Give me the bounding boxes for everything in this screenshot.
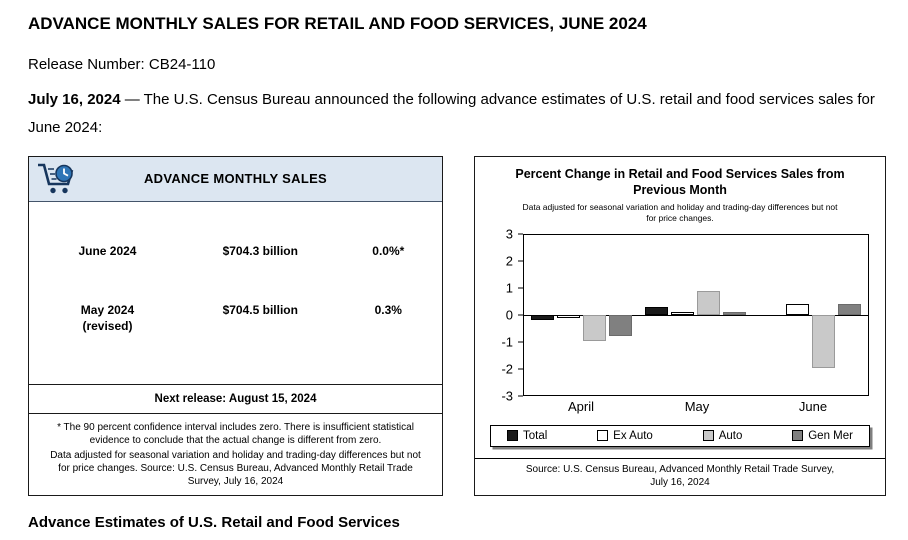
zero-axis-line (524, 314, 868, 316)
sales-row-may: May 2024 (revised) $704.5 billion 0.3% (29, 303, 442, 334)
bar-slot (838, 235, 862, 394)
x-axis-label-may: May (684, 398, 710, 414)
x-axis-labels: April May June (523, 396, 871, 414)
bar-group-may (639, 235, 754, 394)
y-axis-tick (518, 368, 523, 370)
x-axis-label-april: April (567, 398, 594, 414)
legend-label: Gen Mer (808, 429, 853, 442)
legend-swatch (702, 430, 714, 441)
bar-may-auto (697, 291, 721, 315)
bar-june-auto (812, 314, 836, 368)
period-label: May 2024 (revised) (80, 303, 135, 333)
percent-change-chart-card: Percent Change in Retail and Food Servic… (474, 155, 886, 496)
bar-may-gen-mer (723, 312, 747, 315)
chart-area: 3 2 1 0 -1 -2 -3 (487, 227, 871, 403)
y-axis-label: 0 (505, 307, 513, 323)
legend-item-auto: Auto (702, 429, 743, 442)
legend-item-ex-auto: Ex Auto (597, 430, 653, 442)
bar-may-ex-auto (671, 312, 695, 315)
y-axis-label: 3 (505, 226, 513, 242)
sales-value: $704.3 billion (222, 243, 298, 258)
chart-title: Percent Change in Retail and Food Servic… (515, 166, 845, 198)
content-row: ADVANCE MONTHLY SALES June 2024 $704.3 b… (28, 155, 886, 496)
y-axis-tick (518, 233, 523, 235)
bar-may-total (645, 306, 669, 315)
sales-card-footnote: * The 90 percent confidence interval inc… (29, 412, 442, 495)
bar-slot (671, 235, 695, 394)
intro-date: July 16, 2024 (28, 91, 121, 108)
bar-group-april (524, 235, 639, 394)
legend-swatch (597, 430, 609, 441)
page-title: ADVANCE MONTHLY SALES FOR RETAIL AND FOO… (28, 14, 647, 33)
y-axis-label: 1 (505, 280, 513, 296)
intro-paragraph: July 16, 2024 — The U.S. Census Bureau a… (28, 86, 883, 142)
release-number: Release Number: CB24-110 (28, 56, 216, 73)
bar-slot (697, 235, 721, 394)
period-label: June 2024 (78, 243, 137, 258)
y-axis-tick (518, 314, 523, 316)
y-axis-label: -1 (501, 334, 513, 350)
footnote-line-2: Data adjusted for seasonal variation and… (50, 449, 421, 488)
bar-slot (530, 235, 554, 394)
chart-plot (523, 234, 869, 396)
shopping-cart-clock-icon (36, 161, 76, 202)
bar-april-ex-auto (556, 314, 580, 318)
bar-april-gen-mer (608, 314, 632, 337)
bar-slot (556, 235, 580, 394)
y-axis-tick (518, 395, 523, 396)
legend-item-total: Total (507, 430, 547, 442)
legend-item-gen-mer: Gen Mer (792, 430, 853, 442)
bar-slot (723, 235, 747, 394)
chart-source: Source: U.S. Census Bureau, Advanced Mon… (475, 457, 885, 495)
bar-april-auto (582, 314, 606, 342)
intro-text: — The U.S. Census Bureau announced the f… (28, 91, 875, 136)
next-release-note: Next release: August 15, 2024 (29, 383, 442, 413)
advance-monthly-sales-card: ADVANCE MONTHLY SALES June 2024 $704.3 b… (28, 155, 443, 496)
legend-label: Total (523, 429, 548, 442)
x-axis-label-june: June (798, 398, 828, 414)
percent-change: 0.0%* (372, 243, 405, 258)
legend-swatch (792, 430, 804, 441)
y-axis-tick (518, 260, 523, 262)
sales-card-title: ADVANCE MONTHLY SALES (143, 171, 328, 186)
y-axis-tick (518, 287, 523, 289)
bar-april-total (530, 314, 554, 321)
bar-june-ex-auto (786, 304, 810, 315)
legend-swatch (507, 430, 518, 441)
y-axis-label: -2 (501, 361, 513, 377)
y-axis-tick (518, 341, 523, 343)
footnote-line-1: * The 90 percent confidence interval inc… (57, 421, 414, 446)
legend-label: Auto (718, 429, 743, 442)
bar-slot (812, 235, 836, 394)
y-axis-label: 2 (505, 253, 513, 269)
bar-june-gen-mer (838, 304, 862, 315)
legend-label: Ex Auto (613, 429, 653, 442)
percent-change: 0.3% (374, 303, 402, 318)
press-release-page: ADVANCE MONTHLY SALES FOR RETAIL AND FOO… (28, 14, 886, 531)
bar-group-june (753, 235, 868, 394)
bar-slot (645, 235, 669, 394)
bar-slot (760, 235, 783, 394)
bar-slot (582, 235, 606, 394)
sales-value: $704.5 billion (222, 303, 298, 318)
y-axis-label: -3 (501, 388, 513, 403)
sales-rows: June 2024 $704.3 billion 0.0%* May 2024(… (29, 202, 442, 384)
bar-slot (608, 235, 632, 394)
bar-slot (786, 235, 810, 394)
bottom-heading: Advance Estimates of U.S. Retail and Foo… (28, 513, 400, 531)
sales-row-june: June 2024 $704.3 billion 0.0%* (29, 244, 442, 260)
sales-card-header: ADVANCE MONTHLY SALES (29, 156, 442, 202)
chart-subtitle: Data adjusted for seasonal variation and… (522, 202, 838, 224)
chart-legend: Total Ex Auto Auto Gen Mer (490, 424, 870, 447)
